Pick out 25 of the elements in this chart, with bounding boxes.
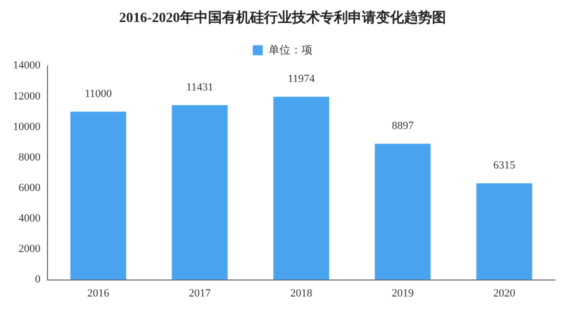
bar (476, 183, 532, 280)
x-tick-label: 2018 (290, 287, 313, 300)
x-tick-label: 2019 (392, 287, 414, 300)
data-label: 11000 (84, 88, 112, 100)
x-tick-label: 2017 (188, 287, 212, 300)
data-label: 11974 (288, 73, 316, 86)
y-tick-label: 4000 (18, 212, 41, 225)
bar (374, 144, 431, 280)
y-tick-label: 6000 (18, 182, 41, 194)
legend-label: 单位：项 (268, 43, 312, 56)
bar (172, 105, 228, 280)
x-tick-label: 2016 (87, 287, 110, 300)
data-label: 6315 (493, 160, 516, 172)
y-tick-label: 10000 (13, 120, 41, 133)
y-tick-label: 12000 (13, 90, 41, 102)
x-tick-label: 2020 (493, 287, 516, 300)
bar (70, 112, 126, 280)
bar (273, 96, 330, 280)
y-tick-label: 0 (35, 274, 41, 286)
data-label: 11431 (186, 81, 214, 94)
data-label: 8897 (392, 120, 414, 132)
chart-title: 2016-2020年中国有机硅行业技术专利申请变化趋势图 (119, 9, 446, 26)
y-tick-label: 2000 (18, 243, 41, 256)
y-tick-label: 8000 (18, 151, 41, 164)
y-tick-label: 14000 (13, 60, 41, 72)
